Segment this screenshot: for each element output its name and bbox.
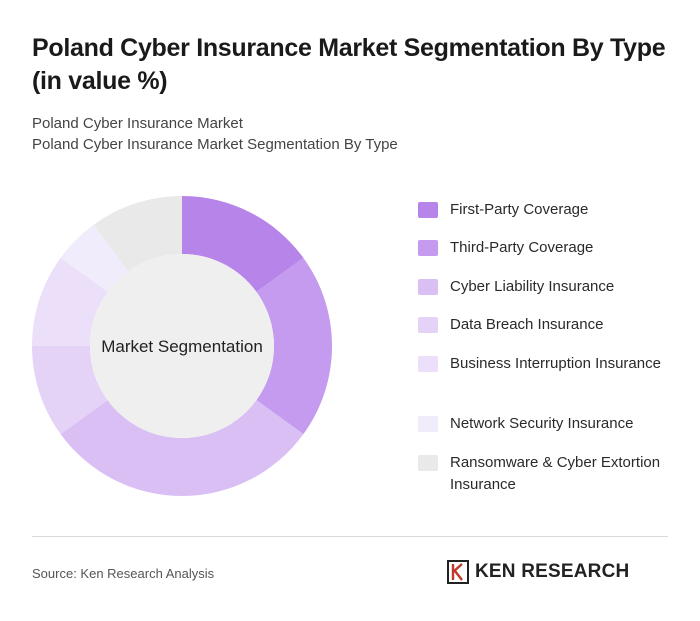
donut-chart: Market Segmentation (32, 196, 332, 496)
legend-item: Third-Party Coverage (418, 237, 680, 259)
donut-slice (60, 224, 128, 292)
legend-item: Cyber Liability Insurance (418, 276, 680, 298)
legend-label: Business Interruption Insurance (450, 355, 661, 372)
legend-item: Ransomware & Cyber Extortion Insurance (418, 452, 680, 496)
legend-label: Ransomware & Cyber Extortion Insurance (450, 454, 661, 493)
legend-item: Data Breach Insurance (418, 314, 680, 336)
legend-label: Cyber Liability Insurance (450, 278, 615, 295)
donut-slice (32, 257, 108, 346)
legend-item: Network Security Insurance (418, 413, 680, 435)
donut-slice (182, 196, 304, 292)
legend-swatch (418, 317, 438, 333)
legend-item: Business Interruption Insurance (418, 353, 680, 375)
legend-swatch (418, 279, 438, 295)
legend-swatch (418, 455, 438, 471)
legend-swatch (418, 416, 438, 432)
donut-center (90, 254, 274, 438)
source-note: Source: Ken Research Analysis (32, 566, 215, 581)
chart-subtitle-segmentation: Poland Cyber Insurance Market Segmentati… (32, 136, 398, 153)
ken-research-logo: KEN RESEARCH (447, 560, 629, 584)
legend-item: First-Party Coverage (418, 199, 680, 221)
donut-slice (256, 257, 332, 435)
ken-research-logo-icon (447, 560, 469, 584)
legend-swatch (418, 356, 438, 372)
logo-text: KEN RESEARCH (475, 561, 630, 582)
donut-slices (32, 196, 332, 496)
chart-title: Poland Cyber Insurance Market Segmentati… (32, 34, 666, 95)
legend-swatch (418, 240, 438, 256)
chart-subtitle-market: Poland Cyber Insurance Market (32, 115, 243, 132)
footer-divider (32, 536, 668, 537)
legend-label: Data Breach Insurance (450, 316, 604, 333)
legend-swatch (418, 202, 438, 218)
legend-label: Network Security Insurance (450, 415, 634, 432)
legend-label: Third-Party Coverage (450, 239, 594, 256)
legend-label: First-Party Coverage (450, 201, 589, 218)
donut-slice (32, 346, 108, 435)
donut-slice (93, 196, 182, 272)
donut-center-label: Market Segmentation (101, 337, 263, 356)
donut-slice (60, 400, 304, 496)
